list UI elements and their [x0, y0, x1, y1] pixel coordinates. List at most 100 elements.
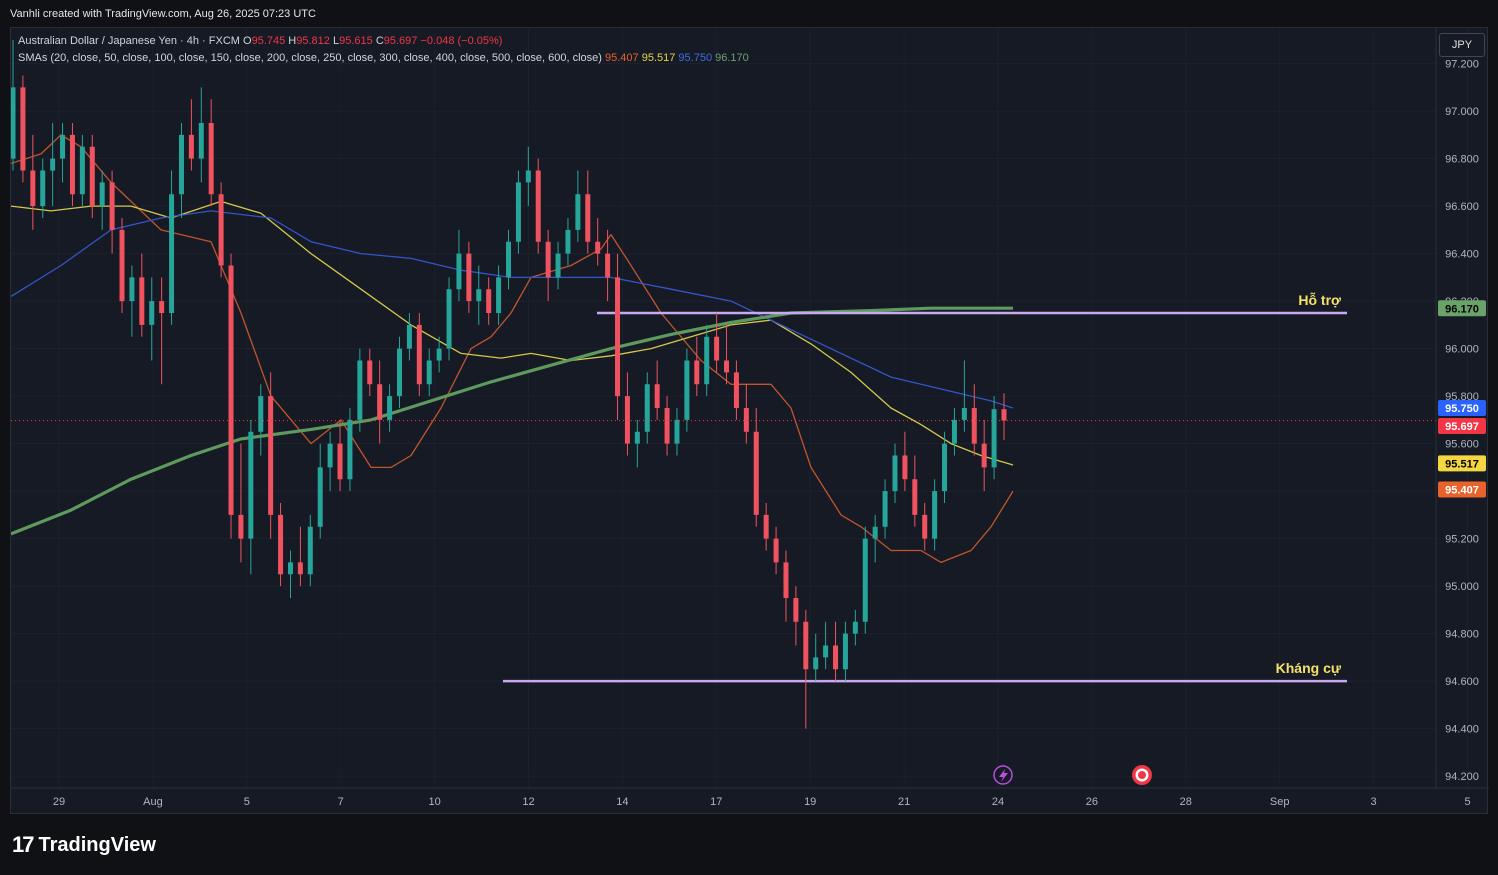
candle: [763, 503, 769, 551]
candle: [634, 419, 640, 468]
candle: [446, 277, 452, 361]
candle-body: [922, 514, 928, 539]
candle-body: [149, 301, 155, 325]
candle-body: [605, 253, 611, 278]
candle-body: [238, 514, 244, 539]
price-tick-label: 96.600: [1445, 201, 1479, 213]
candle: [188, 99, 194, 171]
candlestick-chart[interactable]: Hỗ trợ Kháng cự 97.200 97.000 96.800 96.600 9…: [11, 28, 1489, 815]
currency-button[interactable]: JPY: [1439, 33, 1485, 57]
close-value: 95.697: [383, 35, 418, 47]
candle: [882, 479, 888, 539]
price-label-bg: [1438, 481, 1486, 498]
candle-body: [1001, 409, 1007, 421]
candle-body: [565, 229, 571, 254]
sma-value: 95.750: [678, 52, 716, 64]
tradingview-logo[interactable]: 17 TradingView: [12, 832, 156, 858]
candle: [605, 229, 611, 302]
candle-body: [466, 253, 472, 302]
candle-body: [654, 384, 660, 408]
candle-body: [426, 360, 432, 385]
candle-body: [139, 277, 145, 325]
candle-body: [506, 241, 511, 278]
candle-body: [733, 372, 739, 408]
candle-body: [545, 241, 551, 278]
candle: [664, 396, 670, 456]
price-tick-label: 95.200: [1445, 534, 1479, 546]
candle: [476, 265, 482, 325]
candle: [823, 621, 829, 670]
candle: [377, 360, 383, 444]
candle-body: [585, 194, 591, 242]
lightning-glyph: [999, 769, 1008, 782]
candle: [416, 313, 422, 397]
candle: [496, 265, 502, 325]
time-tick-label: 10: [428, 796, 440, 808]
sma-value: 95.407: [605, 52, 642, 64]
candle-body: [714, 336, 720, 361]
candle-body: [347, 419, 353, 480]
candle-body: [40, 170, 46, 207]
time-tick-label: 17: [710, 796, 722, 808]
candle-body: [961, 408, 967, 420]
candle: [545, 229, 551, 302]
candle: [902, 431, 908, 492]
time-tick-label: 12: [522, 796, 534, 808]
candle-body: [30, 170, 36, 207]
candle-body: [753, 431, 759, 515]
candle: [506, 229, 511, 290]
price-label-bg: [1438, 300, 1486, 317]
candle-body: [763, 514, 769, 539]
candle-body: [377, 384, 383, 420]
candle: [228, 253, 234, 539]
change-value: −0.048 (−0.05%): [420, 35, 503, 47]
candle-body: [852, 621, 858, 634]
price-tick-label: 95.000: [1445, 581, 1479, 593]
candle-body: [208, 123, 214, 195]
candle: [991, 396, 997, 480]
earnings-event-icon[interactable]: [1132, 765, 1152, 785]
candle: [773, 526, 779, 575]
chart-panel[interactable]: Hỗ trợ Kháng cự 97.200 97.000 96.800 96.600 9…: [10, 27, 1489, 815]
time-tick-label: 5: [244, 796, 250, 808]
candle-body: [872, 526, 878, 539]
price-tick-label: 94.800: [1445, 629, 1479, 641]
candle-body: [278, 514, 284, 575]
candle-body: [892, 455, 898, 492]
candle-body: [406, 324, 412, 349]
price-label-bg: [1438, 400, 1486, 416]
candle: [218, 182, 224, 278]
candle: [912, 455, 918, 527]
price-label-badge: 95.750: [1438, 400, 1486, 416]
candle-body: [793, 598, 799, 622]
price-tick-label: 97.000: [1445, 106, 1479, 118]
candle-body: [932, 491, 938, 539]
candle-body: [615, 277, 621, 397]
candle: [733, 360, 739, 420]
candle: [149, 277, 155, 361]
price-label-badge: 95.517: [1438, 455, 1486, 472]
candle-body: [951, 419, 957, 444]
candle: [803, 609, 809, 729]
candle: [79, 134, 85, 207]
candle-body: [595, 241, 601, 254]
price-tick-label: 96.800: [1445, 154, 1479, 166]
candle-body: [268, 396, 274, 515]
candle: [535, 158, 541, 254]
candle: [971, 384, 977, 456]
level-label: Kháng cự: [1276, 660, 1342, 676]
candle-body: [862, 538, 868, 622]
price-label-badge: 95.407: [1438, 481, 1486, 498]
candle: [268, 372, 274, 539]
candle: [585, 170, 591, 254]
candle: [684, 348, 690, 432]
price-label-badge: 95.697: [1438, 418, 1486, 434]
price-axis: 97.20097.00096.80096.60096.40096.20096.0…: [11, 28, 1489, 789]
high-value: 95.812: [296, 35, 330, 47]
candle-body: [813, 657, 819, 670]
candle-body: [307, 526, 313, 575]
candle-body: [912, 479, 918, 515]
time-tick-label: 14: [616, 796, 628, 808]
candle-body: [496, 277, 502, 313]
lightning-event-icon[interactable]: [993, 765, 1013, 785]
